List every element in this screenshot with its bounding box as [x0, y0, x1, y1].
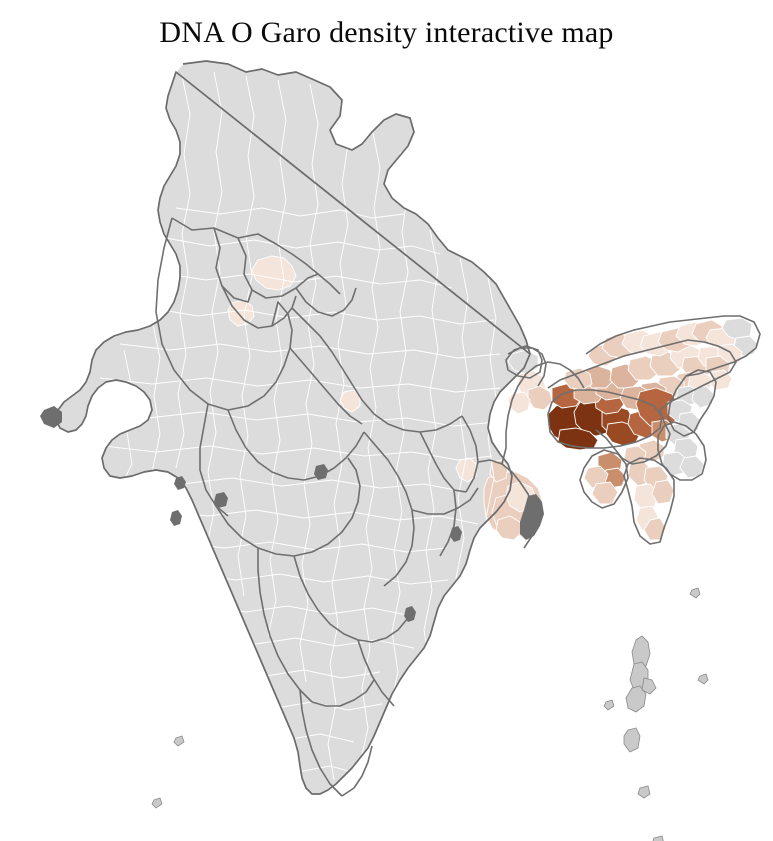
patch-goa [170, 510, 182, 526]
patch-chilka [450, 526, 462, 542]
patch-mp-boundary [314, 464, 328, 480]
state-border-lines [156, 218, 760, 796]
district-cooch-behar [528, 386, 552, 410]
patch-pulicat [404, 606, 416, 622]
page-title: DNA O Garo density interactive map [159, 16, 614, 49]
island-car-nicobar [638, 786, 650, 798]
district-bihar [456, 458, 476, 482]
district-wb-north-1 [496, 516, 522, 540]
patch-kutch-west [40, 406, 62, 428]
region-central-india-light[interactable] [340, 390, 476, 482]
island-little-andaman [624, 728, 640, 752]
region-mizoram[interactable] [628, 462, 674, 540]
island-north-andaman [632, 636, 650, 670]
national-outline [56, 61, 530, 794]
india-choropleth-svg[interactable] [0, 58, 773, 841]
region-manipur[interactable] [662, 424, 704, 478]
map-canvas[interactable] [0, 58, 773, 841]
district-tuensang [692, 386, 714, 408]
district-champhai [652, 480, 674, 504]
region-arunachal[interactable] [588, 318, 758, 390]
district-himachal [252, 256, 296, 290]
water-patches [40, 406, 544, 622]
patch-sundarbans [520, 494, 544, 540]
island-south-andaman [626, 686, 646, 712]
region-north-india-light[interactable] [228, 256, 296, 326]
base-landmass [56, 61, 530, 794]
district-sikkim [508, 350, 538, 374]
region-sikkim[interactable] [508, 350, 538, 374]
andaman-nicobar-islands[interactable] [152, 588, 708, 841]
island-nancowry [652, 836, 664, 841]
island-lakshadweep-south [152, 798, 162, 808]
island-baratang [642, 678, 656, 694]
island-lakshadweep-north [174, 736, 184, 746]
island-outlier-west [604, 700, 614, 710]
patch-mumbai [174, 476, 186, 490]
island-narcondam [690, 588, 700, 598]
district-lunglei [634, 484, 658, 510]
island-barren [698, 674, 708, 684]
patch-narmada-estuary [214, 492, 228, 508]
